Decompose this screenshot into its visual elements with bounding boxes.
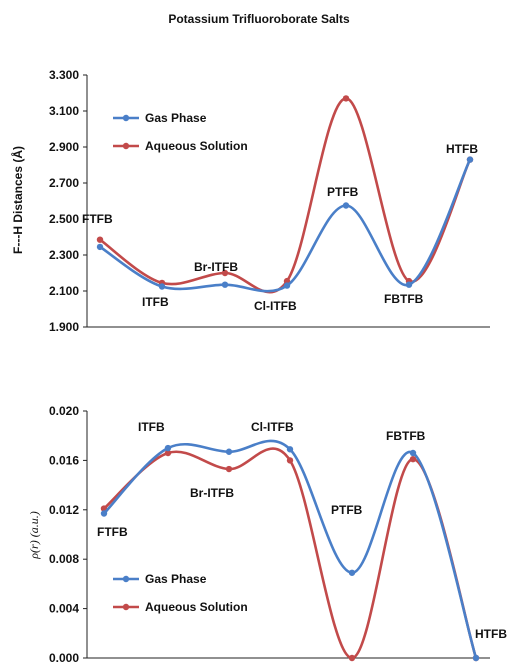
y-tick-label: 1.900 (49, 320, 79, 334)
y-tick-label: 0.012 (49, 503, 79, 517)
y-tick-label: 0.000 (49, 651, 79, 664)
gas-phase-point (409, 449, 417, 457)
gas-phase-point (286, 446, 294, 453)
point-label: Cl-ITFB (254, 299, 297, 313)
y-tick-label: 2.300 (49, 248, 79, 262)
point-label: Br-ITFB (194, 260, 238, 274)
y-tick-label: 2.900 (49, 140, 79, 154)
gas-phase-line (98, 158, 472, 293)
gas-phase-point (225, 448, 233, 455)
point-label: FTFB (82, 212, 113, 226)
aqueous-solution-point (286, 457, 294, 464)
y-tick-label: 0.016 (49, 453, 79, 467)
y-tick-label: 3.300 (49, 68, 79, 82)
y-axis-label: F---H Distances (Å) (10, 146, 25, 254)
gas-phase-point (348, 569, 356, 576)
point-label: Cl-ITFB (251, 420, 294, 434)
gas-phase-point (100, 510, 108, 517)
aqueous-solution-line (98, 97, 472, 294)
y-tick-label: 0.020 (49, 404, 79, 418)
y-axis-label: ρ(r) (a.u.) (27, 511, 41, 559)
chart-distances: 1.900 2.100 2.300 2.500 2.700 2.900 3.100 3.300… (10, 68, 490, 334)
gas-phase-point (158, 283, 166, 290)
aqueous-solution-point (96, 236, 104, 243)
gas-phase-point (283, 282, 291, 289)
legend-label-aqueous-solution: Aqueous Solution (145, 139, 248, 153)
aqueous-solution-point (342, 95, 350, 102)
aqueous-solution-point (225, 465, 233, 473)
legend-marker-aqueous-solution (122, 142, 130, 150)
point-label: ITFB (142, 295, 169, 309)
gas-phase-line (102, 439, 478, 660)
legend-label-gas-phase: Gas Phase (145, 111, 207, 125)
legend-marker-gas-phase (122, 114, 130, 122)
aqueous-solution-point (409, 455, 417, 463)
legend-label-aqueous-solution: Aqueous Solution (145, 600, 248, 614)
gas-phase-point (466, 156, 474, 163)
point-label: FBTFB (384, 292, 424, 306)
chart-density: 0.000 0.004 0.008 0.012 0.016 0.020 ρ(r) (a.u.… (27, 404, 507, 664)
aqueous-solution-point (348, 654, 356, 662)
legend-marker-gas-phase (122, 575, 130, 583)
point-label: Br-ITFB (190, 486, 234, 500)
y-tick-label: 0.008 (49, 552, 79, 566)
point-label: FTFB (97, 525, 128, 539)
aqueous-solution-point (283, 277, 291, 285)
gas-phase-point (164, 444, 172, 452)
gas-phase-point (405, 281, 413, 288)
aqueous-solution-point (164, 449, 172, 457)
y-tick-label: 3.100 (49, 104, 79, 118)
legend-marker-aqueous-solution (122, 603, 130, 611)
gas-phase-point (96, 243, 104, 251)
y-tick-label: 2.700 (49, 176, 79, 190)
point-label: HTFB (446, 142, 478, 156)
figure-title: Potassium Trifluoroborate Salts (168, 12, 350, 26)
point-label: HTFB (475, 627, 507, 641)
gas-phase-point (221, 281, 229, 288)
gas-phase-point (342, 202, 350, 209)
point-label: PTFB (327, 185, 359, 199)
aqueous-solution-point (221, 269, 229, 277)
y-tick-label: 2.500 (49, 212, 79, 226)
legend-label-gas-phase: Gas Phase (145, 572, 207, 586)
point-label: ITFB (138, 420, 165, 434)
y-tick-label: 2.100 (49, 284, 79, 298)
point-label: PTFB (331, 503, 363, 517)
aqueous-solution-line (102, 447, 478, 660)
y-tick-label: 0.004 (49, 602, 79, 616)
gas-phase-point (472, 654, 480, 662)
point-label: FBTFB (386, 429, 426, 443)
